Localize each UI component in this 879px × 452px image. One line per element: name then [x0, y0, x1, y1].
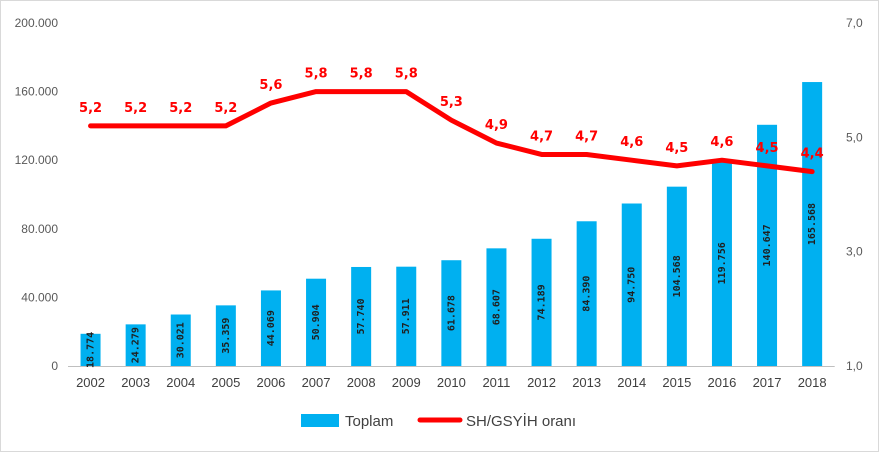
bar-2002 — [80, 333, 101, 366]
bar-2003 — [125, 324, 146, 366]
line-value-label: 4,5 — [665, 141, 688, 156]
line-value-label: 4,6 — [710, 135, 733, 150]
line-value-label: 4,5 — [756, 141, 779, 156]
legend-swatch-toplam — [301, 414, 339, 427]
legend-label-ratio: SH/GSYİH oranı — [466, 412, 576, 430]
bar-2010 — [441, 260, 462, 366]
bar-value-label: 94.750 — [627, 267, 638, 303]
bar-2017 — [757, 124, 778, 366]
legend-label-toplam: Toplam — [345, 413, 393, 430]
bar-2008 — [351, 266, 372, 366]
line-data-labels: 5,2 5,2 5,2 5,2 5,6 5,8 5,8 5,8 5,3 4,9 4,7 4,7 4,6 4… — [79, 67, 824, 162]
bar-2016 — [711, 160, 732, 366]
line-value-label: 4,7 — [575, 129, 598, 144]
bar-value-label: 30.021 — [176, 322, 187, 358]
line-value-label: 5,8 — [350, 67, 373, 82]
line-value-label: 4,6 — [620, 135, 643, 150]
line-value-label: 4,4 — [801, 147, 824, 162]
x-tick-label: 2003 — [121, 375, 150, 390]
line-value-label: 4,7 — [530, 129, 553, 144]
bar-2011 — [486, 248, 507, 366]
right-tick-label: 1,0 — [846, 359, 863, 373]
bar-value-label: 68.607 — [491, 289, 502, 325]
left-tick-label: 40.000 — [21, 290, 58, 304]
bar-value-label: 119.756 — [717, 242, 728, 284]
bar-2015 — [666, 186, 687, 366]
line-value-label: 5,3 — [440, 95, 463, 110]
left-tick-label: 80.000 — [21, 222, 58, 236]
bar-value-label: 44.069 — [266, 310, 277, 346]
ratio-line — [88, 89, 815, 175]
bar-series — [80, 82, 823, 367]
bar-value-label: 57.911 — [401, 298, 412, 334]
bar-value-label: 35.359 — [221, 318, 232, 354]
bar-2009 — [396, 266, 417, 366]
right-axis: 1,0 3,0 5,0 7,0 — [846, 16, 863, 373]
x-tick-label: 2008 — [347, 375, 376, 390]
x-tick-label: 2004 — [166, 375, 195, 390]
line-value-label: 5,2 — [79, 101, 102, 116]
right-tick-label: 3,0 — [846, 245, 863, 259]
bar-2018 — [802, 82, 823, 367]
bar-value-label: 84.390 — [582, 276, 593, 312]
line-value-label: 5,2 — [214, 101, 237, 116]
bar-value-label: 165.568 — [807, 203, 818, 245]
bar-value-label: 18.774 — [86, 332, 97, 368]
x-tick-label: 2017 — [753, 375, 782, 390]
bar-2007 — [306, 278, 327, 366]
bar-value-label: 57.740 — [356, 298, 367, 334]
x-tick-label: 2002 — [76, 375, 105, 390]
bar-2006 — [260, 290, 281, 366]
line-value-label: 5,8 — [305, 67, 328, 82]
x-tick-label: 2012 — [527, 375, 556, 390]
left-tick-label: 0 — [51, 359, 58, 373]
line-value-label: 4,9 — [485, 118, 508, 133]
x-tick-label: 2010 — [437, 375, 466, 390]
bar-value-label: 50.904 — [311, 304, 322, 340]
x-tick-label: 2011 — [482, 375, 510, 390]
bar-2004 — [170, 314, 191, 366]
bar-value-label: 104.568 — [672, 255, 683, 297]
x-tick-label: 2015 — [662, 375, 691, 390]
bar-value-label: 74.189 — [537, 284, 548, 320]
bar-value-label: 140.647 — [762, 224, 773, 266]
bar-value-label: 24.279 — [131, 327, 142, 363]
line-value-label: 5,2 — [169, 101, 192, 116]
bar-2012 — [531, 238, 552, 366]
x-tick-label: 2018 — [798, 375, 827, 390]
bar-2005 — [215, 305, 236, 366]
left-tick-label: 120.000 — [15, 153, 59, 167]
x-tick-label: 2005 — [211, 375, 240, 390]
bar-2013 — [576, 221, 597, 366]
bar-value-label: 61.678 — [446, 295, 457, 331]
x-tick-label: 2007 — [302, 375, 331, 390]
bar-data-labels: 18.774 24.279 30.021 35.359 44.069 50.904 57.7… — [86, 203, 819, 368]
x-tick-label: 2006 — [256, 375, 285, 390]
x-tick-label: 2009 — [392, 375, 421, 390]
legend: Toplam SH/GSYİH oranı — [301, 412, 576, 430]
line-value-label: 5,2 — [124, 101, 147, 116]
left-axis: 0 40.000 80.000 120.000 160.000 200.000 — [15, 16, 59, 373]
right-tick-label: 5,0 — [846, 130, 863, 144]
line-value-label: 5,8 — [395, 67, 418, 82]
left-tick-label: 200.000 — [15, 16, 59, 30]
left-tick-label: 160.000 — [15, 85, 59, 99]
bar-2014 — [621, 203, 642, 366]
x-tick-label: 2013 — [572, 375, 601, 390]
right-tick-label: 7,0 — [846, 16, 863, 30]
line-value-label: 5,6 — [259, 78, 282, 93]
x-axis: 2002 2003 2004 2005 2006 2007 2008 2009 2010 2011… — [76, 375, 827, 390]
x-tick-label: 2014 — [617, 375, 646, 390]
x-tick-label: 2016 — [707, 375, 736, 390]
